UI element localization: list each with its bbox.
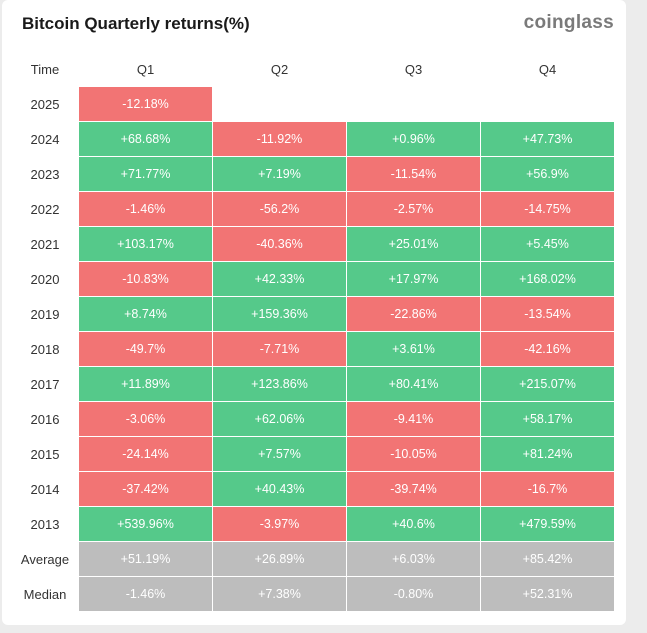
empty-cell <box>347 87 480 121</box>
row-label: 2017 <box>30 376 60 392</box>
return-cell: -2.57% <box>347 192 480 226</box>
returns-table: Time Q1 Q2 Q3 Q4 2025 -12.18% 2024 +68.68% -11.92… <box>12 52 614 612</box>
summary-cell: -0.80% <box>347 577 480 611</box>
return-cell: -37.42% <box>79 472 212 506</box>
column-header: Q2 <box>270 61 289 77</box>
return-cell: +7.57% <box>213 437 346 471</box>
return-cell: +7.19% <box>213 157 346 191</box>
empty-cell <box>213 87 346 121</box>
summary-label: Median <box>23 586 67 602</box>
return-cell: +40.43% <box>213 472 346 506</box>
return-cell: +3.61% <box>347 332 480 366</box>
return-cell: -56.2% <box>213 192 346 226</box>
return-cell: -24.14% <box>79 437 212 471</box>
return-cell: +81.24% <box>481 437 614 471</box>
return-cell: +123.86% <box>213 367 346 401</box>
return-cell: +62.06% <box>213 402 346 436</box>
return-cell: -49.7% <box>79 332 212 366</box>
return-cell: -22.86% <box>347 297 480 331</box>
row-label: 2018 <box>30 341 60 357</box>
summary-cell: +52.31% <box>481 577 614 611</box>
empty-cell <box>481 87 614 121</box>
summary-cell: +26.89% <box>213 542 346 576</box>
column-header: Q1 <box>136 61 155 77</box>
return-cell: +56.9% <box>481 157 614 191</box>
row-label: 2023 <box>30 166 60 182</box>
summary-cell: +7.38% <box>213 577 346 611</box>
row-label: 2024 <box>30 131 60 147</box>
coinglass-logo[interactable]: coinglass <box>523 12 614 33</box>
summary-cell: +6.03% <box>347 542 480 576</box>
return-cell: -10.05% <box>347 437 480 471</box>
return-cell: +11.89% <box>79 367 212 401</box>
return-cell: -9.41% <box>347 402 480 436</box>
return-cell: -14.75% <box>481 192 614 226</box>
return-cell: +0.96% <box>347 122 480 156</box>
return-cell: -13.54% <box>481 297 614 331</box>
column-header: Q4 <box>538 61 557 77</box>
return-cell: -12.18% <box>79 87 212 121</box>
return-cell: -1.46% <box>79 192 212 226</box>
row-label: 2016 <box>30 411 60 427</box>
return-cell: -7.71% <box>213 332 346 366</box>
row-label: 2020 <box>30 271 60 287</box>
return-cell: +42.33% <box>213 262 346 296</box>
return-cell: -16.7% <box>481 472 614 506</box>
return-cell: +25.01% <box>347 227 480 261</box>
summary-label: Average <box>20 551 70 567</box>
return-cell: -42.16% <box>481 332 614 366</box>
return-cell: +80.41% <box>347 367 480 401</box>
return-cell: +40.6% <box>347 507 480 541</box>
return-cell: +71.77% <box>79 157 212 191</box>
return-cell: -3.97% <box>213 507 346 541</box>
summary-cell: +51.19% <box>79 542 212 576</box>
chart-title: Bitcoin Quarterly returns(%) <box>22 14 250 33</box>
summary-cell: -1.46% <box>79 577 212 611</box>
row-label: 2021 <box>30 236 60 252</box>
return-cell: +68.68% <box>79 122 212 156</box>
return-cell: +47.73% <box>481 122 614 156</box>
return-cell: -39.74% <box>347 472 480 506</box>
return-cell: +8.74% <box>79 297 212 331</box>
column-header: Time <box>30 61 60 77</box>
return-cell: +103.17% <box>79 227 212 261</box>
row-label: 2019 <box>30 306 60 322</box>
row-label: 2013 <box>30 516 60 532</box>
row-label: 2014 <box>30 481 60 497</box>
returns-card: Bitcoin Quarterly returns(%) coinglass T… <box>2 0 626 625</box>
return-cell: -11.92% <box>213 122 346 156</box>
return-cell: +539.96% <box>79 507 212 541</box>
row-label: 2015 <box>30 446 60 462</box>
return-cell: -40.36% <box>213 227 346 261</box>
return-cell: +159.36% <box>213 297 346 331</box>
column-header: Q3 <box>404 61 423 77</box>
return-cell: -3.06% <box>79 402 212 436</box>
return-cell: +215.07% <box>481 367 614 401</box>
return-cell: +168.02% <box>481 262 614 296</box>
return-cell: -11.54% <box>347 157 480 191</box>
row-label: 2022 <box>30 201 60 217</box>
summary-cell: +85.42% <box>481 542 614 576</box>
return-cell: +58.17% <box>481 402 614 436</box>
row-label: 2025 <box>30 96 60 112</box>
return-cell: +17.97% <box>347 262 480 296</box>
return-cell: +479.59% <box>481 507 614 541</box>
return-cell: -10.83% <box>79 262 212 296</box>
return-cell: +5.45% <box>481 227 614 261</box>
